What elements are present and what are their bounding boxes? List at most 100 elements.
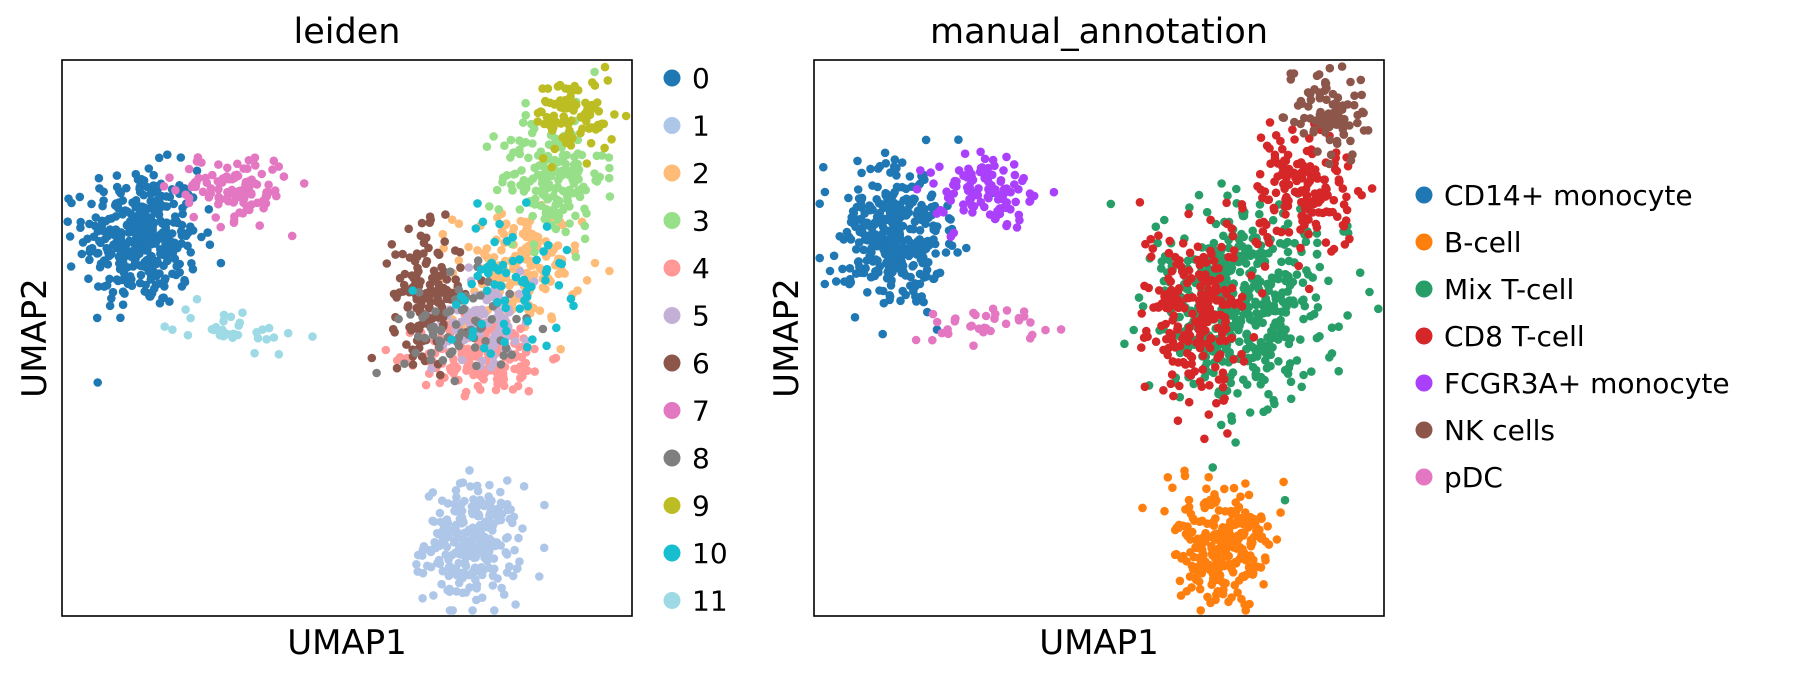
scatter-point <box>1313 238 1322 248</box>
scatter-point <box>505 289 515 299</box>
scatter-point <box>474 522 484 532</box>
scatter-point <box>486 349 496 358</box>
scatter-point <box>515 557 524 566</box>
scatter-point <box>551 117 561 127</box>
scatter-point <box>1204 410 1214 419</box>
scatter-point <box>416 231 426 241</box>
legend-label: CD14+ monocyte <box>1444 179 1693 212</box>
scatter-point <box>528 139 537 148</box>
scatter-point <box>1342 205 1352 215</box>
legend-label: 7 <box>692 395 710 428</box>
scatter-point <box>262 335 271 344</box>
legend-marker <box>663 307 681 324</box>
legend-item: 9 <box>663 490 710 523</box>
scatter-point <box>460 496 469 506</box>
scatter-point <box>511 336 520 346</box>
scatter-point <box>1233 389 1242 398</box>
scatter-point <box>1299 129 1309 138</box>
scatter-point <box>553 82 563 91</box>
scatter-point <box>862 256 872 265</box>
scatter-point <box>524 386 534 396</box>
scatter-point <box>269 156 279 166</box>
scatter-point <box>550 144 559 154</box>
scatter-point <box>1141 239 1150 249</box>
scatter-point <box>457 355 467 365</box>
scatter-point <box>819 162 828 172</box>
scatter-point <box>857 203 867 212</box>
scatter-point <box>1249 332 1259 342</box>
scatter-point <box>942 187 951 196</box>
scatter-point <box>1178 239 1188 248</box>
scatter-point <box>1209 517 1218 526</box>
scatter-point <box>584 124 594 133</box>
scatter-point <box>533 117 543 126</box>
scatter-point <box>1328 89 1338 99</box>
scatter-point <box>192 294 202 304</box>
scatter-point <box>1322 83 1331 93</box>
scatter-point <box>186 248 195 257</box>
scatter-point <box>170 212 180 221</box>
scatter-point <box>543 240 553 250</box>
scatter-point <box>815 199 824 208</box>
scatter-point <box>1218 382 1228 392</box>
scatter-point <box>842 227 852 237</box>
scatter-point <box>472 361 481 371</box>
scatter-point <box>521 110 530 120</box>
scatter-point <box>403 301 413 310</box>
scatter-point <box>1228 368 1238 377</box>
legend-marker <box>663 354 681 372</box>
scatter-point <box>1216 310 1226 320</box>
scatter-point <box>928 309 938 319</box>
series-7 <box>159 153 309 241</box>
scatter-point <box>915 226 925 235</box>
scatter-point <box>1261 356 1270 365</box>
scatter-point <box>1164 343 1173 353</box>
scatter-point <box>903 208 913 217</box>
scatter-point <box>1242 330 1251 340</box>
scatter-point <box>1167 266 1177 276</box>
series-3 <box>482 67 615 262</box>
scatter-point <box>1280 495 1290 505</box>
scatter-point <box>1183 278 1192 288</box>
scatter-point <box>1251 237 1260 247</box>
scatter-point <box>149 284 159 294</box>
scatter-point <box>1159 386 1168 395</box>
scatter-point <box>1028 330 1037 340</box>
scatter-point <box>392 363 402 373</box>
scatter-point <box>501 268 511 278</box>
scatter-point <box>1350 91 1359 100</box>
scatter-point <box>433 297 442 307</box>
scatter-point <box>165 173 174 182</box>
scatter-point <box>1205 532 1214 542</box>
scatter-point <box>221 194 231 204</box>
scatter-point <box>1224 561 1233 570</box>
scatter-point <box>168 269 177 279</box>
scatter-point <box>1270 177 1279 186</box>
scatter-point <box>414 321 423 331</box>
legend-item: Mix T-cell <box>1415 273 1574 306</box>
scatter-point <box>557 259 566 269</box>
scatter-point <box>577 150 587 160</box>
legend-label: B-cell <box>1444 226 1522 259</box>
scatter-point <box>381 345 391 355</box>
scatter-point <box>214 185 223 194</box>
x-axis-label: UMAP1 <box>287 623 407 663</box>
scatter-point <box>482 142 492 151</box>
scatter-point <box>563 196 573 206</box>
scatter-point <box>274 162 284 171</box>
scatter-point <box>503 476 512 485</box>
scatter-point <box>1235 337 1244 347</box>
scatter-point <box>1241 259 1251 268</box>
scatter-point <box>473 199 482 208</box>
scatter-point <box>1198 365 1207 374</box>
scatter-point <box>480 532 489 542</box>
scatter-point <box>542 341 551 351</box>
scatter-point <box>454 285 464 295</box>
scatter-point <box>1253 274 1262 284</box>
scatter-point <box>522 287 531 297</box>
scatter-point <box>253 333 263 343</box>
scatter-point <box>251 161 260 170</box>
scatter-point <box>998 194 1007 204</box>
scatter-point <box>1299 314 1308 324</box>
scatter-point <box>1221 279 1231 288</box>
